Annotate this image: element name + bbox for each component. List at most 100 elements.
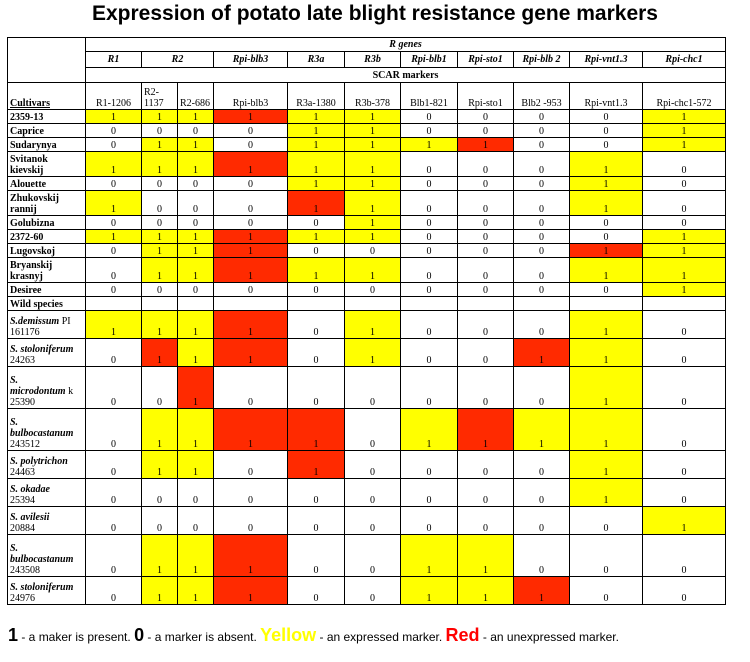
- cultivar-name: 2372-60: [7, 229, 86, 244]
- species-accession: 24976: [10, 593, 35, 604]
- marker-header: Rpi-chc1-572: [641, 82, 727, 110]
- value-cell: 0: [287, 534, 345, 577]
- species-accession: 24463: [10, 467, 35, 478]
- value-cell: 1: [344, 338, 401, 367]
- value-cell: 1: [569, 366, 643, 409]
- value-cell: 0: [457, 109, 514, 124]
- value-cell: 1: [344, 137, 401, 152]
- value-cell: 0: [85, 576, 142, 605]
- r-genes-header: R genes: [84, 37, 727, 52]
- legend-one-text: - a maker is present.: [18, 630, 135, 644]
- value-cell: 0: [213, 282, 288, 297]
- value-cell: 0: [141, 123, 178, 138]
- value-cell: 0: [457, 123, 514, 138]
- value-cell: 0: [344, 478, 401, 507]
- value-cell: 0: [457, 151, 514, 177]
- value-cell: 0: [457, 282, 514, 297]
- value-cell: 0: [213, 123, 288, 138]
- value-cell: 1: [344, 229, 401, 244]
- legend-yellow: Yellow: [260, 625, 317, 645]
- empty-cell: [287, 296, 345, 311]
- value-cell: 0: [513, 257, 570, 283]
- value-cell: 0: [85, 366, 142, 409]
- value-cell: 0: [141, 506, 178, 535]
- value-cell: 0: [85, 478, 142, 507]
- species-name-italic: S. stoloniferum: [10, 344, 74, 355]
- value-cell: 0: [457, 366, 514, 409]
- value-cell: 0: [85, 215, 142, 230]
- species-row: S. avilesii 20884 0 0 0 0 0 0 0 0 0 0 1: [7, 506, 727, 535]
- gene-header: R3a: [287, 51, 345, 68]
- value-cell: 0: [641, 176, 727, 191]
- value-cell: 1: [141, 534, 178, 577]
- species-name: S. avilesii 20884: [7, 506, 86, 535]
- value-cell: 1: [141, 338, 178, 367]
- r-genes-italic: R: [389, 39, 396, 50]
- species-name: S. stoloniferum 24263: [7, 338, 86, 367]
- value-cell: 0: [85, 282, 142, 297]
- value-cell: 0: [287, 215, 345, 230]
- value-cell: 0: [513, 310, 570, 339]
- value-cell: 0: [641, 450, 727, 479]
- value-cell: 0: [400, 282, 458, 297]
- value-cell: 0: [513, 282, 570, 297]
- legend: 1 - a maker is present. 0 - a marker is …: [8, 625, 748, 646]
- cultivar-row: 2359-13 1 1 1 1 1 1 0 0 0 0 1: [7, 109, 727, 124]
- value-cell: 1: [141, 137, 178, 152]
- cultivar-name-line: Bryanskij: [10, 260, 53, 271]
- species-row: S. bulbocastanum 243512 0 1 1 1 1 0 1 1 1 1 0: [7, 408, 727, 451]
- value-cell: 0: [569, 576, 643, 605]
- species-name: S. bulbocastanum 243512: [7, 408, 86, 451]
- value-cell: 1: [641, 257, 727, 283]
- value-cell: 0: [641, 151, 727, 177]
- value-cell: 0: [287, 478, 345, 507]
- empty-cell: [213, 296, 288, 311]
- cultivar-name: Zhukovskij rannij: [7, 190, 86, 216]
- value-cell: 0: [400, 478, 458, 507]
- value-cell: 0: [513, 243, 570, 258]
- value-cell: 1: [141, 576, 178, 605]
- value-cell: 0: [457, 190, 514, 216]
- value-cell: 0: [177, 215, 214, 230]
- value-cell: 1: [569, 408, 643, 451]
- value-cell: 0: [400, 450, 458, 479]
- value-cell: 0: [569, 229, 643, 244]
- value-cell: 0: [287, 243, 345, 258]
- value-cell: 1: [344, 123, 401, 138]
- value-cell: 0: [177, 190, 214, 216]
- value-cell: 0: [400, 310, 458, 339]
- value-cell: 1: [344, 257, 401, 283]
- species-accession: 243512: [10, 439, 40, 450]
- value-cell: 0: [177, 506, 214, 535]
- value-cell: 0: [213, 478, 288, 507]
- legend-yellow-text: - an expressed marker.: [316, 630, 446, 644]
- species-name-italic: S. okadae: [10, 484, 50, 495]
- species-name-italic2: microdontum: [10, 386, 66, 397]
- wild-species-label: Wild species: [7, 296, 86, 311]
- species-name: S. okadae 25394: [7, 478, 86, 507]
- empty-cell: [400, 296, 458, 311]
- value-cell: 1: [177, 366, 214, 409]
- value-cell: 0: [213, 215, 288, 230]
- species-accession: 20884: [10, 523, 35, 534]
- value-cell: 1: [177, 151, 214, 177]
- empty-cell: [141, 296, 178, 311]
- value-cell: 0: [400, 215, 458, 230]
- value-cell: 1: [85, 310, 142, 339]
- value-cell: 1: [213, 310, 288, 339]
- value-cell: 0: [569, 137, 643, 152]
- value-cell: 0: [513, 450, 570, 479]
- value-cell: 0: [344, 366, 401, 409]
- legend-red: Red: [445, 625, 480, 645]
- gene-header: R1: [85, 51, 142, 68]
- value-cell: 1: [400, 137, 458, 152]
- cultivar-name: Bryanskij krasnyj: [7, 257, 86, 283]
- value-cell: 1: [213, 408, 288, 451]
- value-cell: 1: [569, 176, 643, 191]
- cultivar-row: Desiree 0 0 0 0 0 0 0 0 0 0 1: [7, 282, 727, 297]
- value-cell: 1: [177, 338, 214, 367]
- species-accession: 25390: [10, 397, 35, 408]
- wild-species-row: Wild species: [7, 296, 727, 311]
- value-cell: 0: [513, 478, 570, 507]
- species-row: S. microdontum k 25390 0 0 1 0 0 0 0 0 0 1 0: [7, 366, 727, 409]
